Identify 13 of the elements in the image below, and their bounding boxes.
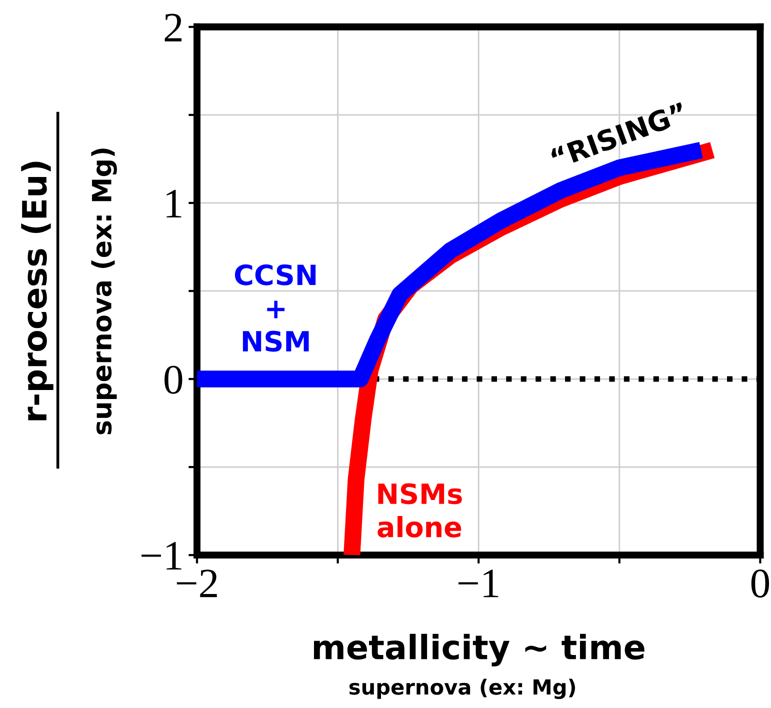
y-tick-label: −1 (142, 542, 182, 570)
text: supernova (ex: Mg) (349, 678, 576, 700)
y-tick-label: 0 (164, 366, 182, 394)
y-tick-label: 1 (166, 190, 182, 218)
x-tick-label: −1 (458, 570, 498, 598)
x-axis-title: metallicity ~ time (314, 634, 644, 666)
annotation: CCSN + NSM (234, 264, 316, 352)
text: supernova (ex: Mg) (91, 148, 117, 434)
y-tick-label: 2 (164, 14, 182, 42)
annotation: NSMs alone (378, 483, 462, 538)
x-tick-label: 0 (751, 569, 770, 598)
x-tick-label: −2 (176, 570, 217, 598)
y-axis-title: r-process (Eu) (21, 162, 54, 420)
